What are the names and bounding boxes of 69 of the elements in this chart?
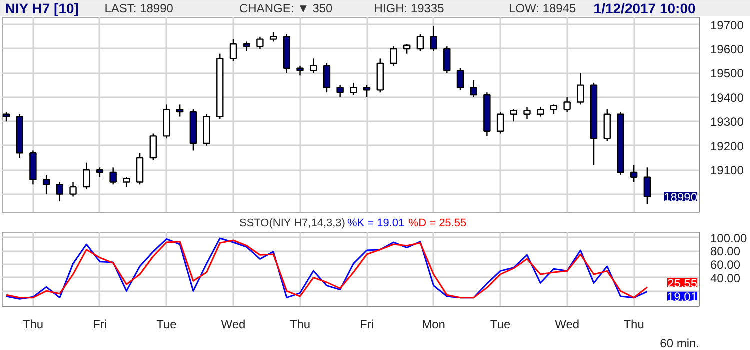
candlestick [510, 108, 518, 122]
candlestick [270, 31, 278, 42]
text: 19.01 [667, 290, 698, 304]
candlestick [42, 174, 50, 195]
y-tick-label: 19100 [710, 164, 744, 178]
text: HIGH: 19335 [374, 2, 445, 16]
candlestick [323, 62, 331, 94]
chart-title: SSTO(NIY H7,14,3,3) [239, 218, 346, 230]
x-tick-label: Tue [156, 318, 178, 332]
y-tick-label: 19200 [710, 139, 744, 154]
x-tick-label: Thu [290, 318, 311, 332]
candlestick [310, 58, 318, 74]
text: LOW: 18945 [508, 2, 576, 16]
candlestick [70, 182, 77, 198]
candlestick [363, 84, 371, 98]
x-tick-label: Thu [22, 318, 44, 332]
candlestick [644, 167, 652, 205]
text: CHANGE: ▼ 350 [239, 2, 334, 16]
candlestick [537, 106, 544, 118]
candlestick [496, 111, 504, 134]
text: 1/12/2017 10:00 [594, 0, 696, 16]
candlestick [336, 84, 344, 98]
x-tick-label: Fri [92, 318, 107, 332]
candlestick [96, 167, 104, 178]
candlestick [110, 167, 117, 186]
candlestick [577, 72, 584, 106]
x-tick-label: Thu [624, 318, 644, 332]
candlestick [296, 65, 304, 76]
text: 60 min. [660, 336, 700, 350]
y-tick-label: 100.00 [710, 231, 748, 246]
candlestick [2, 111, 10, 122]
x-tick-label: Mon [422, 318, 446, 332]
candlestick [176, 104, 184, 118]
candlestick [524, 106, 531, 120]
y-tick-label: 19600 [710, 42, 744, 56]
y-tick-label: 40.00 [710, 271, 741, 286]
text: LAST: 18990 [104, 2, 174, 16]
x-tick-label: Wed [221, 318, 246, 332]
candlestick [243, 41, 250, 52]
candlestick [350, 82, 358, 96]
candlestick [56, 182, 64, 202]
candlestick [256, 36, 264, 50]
series-label: %D = 25.55 [408, 218, 467, 230]
candlestick [630, 164, 638, 183]
candlestick [230, 38, 238, 62]
candlestick [403, 44, 411, 54]
candlestick [390, 46, 398, 67]
y-tick-label: 19400 [710, 90, 744, 105]
series-label: %K = 19.01 [347, 218, 405, 230]
candlestick [550, 104, 558, 115]
candlestick [456, 68, 464, 91]
x-tick-label: Fri [360, 318, 374, 332]
candlestick [416, 34, 424, 52]
candlestick [564, 96, 571, 113]
y-tick-label: 80.00 [710, 244, 741, 259]
text: 25.55 [667, 276, 698, 290]
y-tick-label: 19700 [710, 18, 744, 32]
text: 18990 [664, 190, 698, 204]
candlestick [444, 46, 451, 74]
x-tick-label: Tue [490, 318, 511, 332]
candlestick [83, 162, 90, 190]
y-tick-label: 60.00 [710, 258, 741, 272]
candlestick [470, 80, 478, 98]
y-tick-label: 19500 [710, 66, 744, 81]
y-tick-label: 19300 [710, 115, 744, 130]
candlestick [150, 133, 157, 162]
candlestick [123, 176, 130, 188]
candlestick [430, 25, 438, 52]
x-tick-label: Wed [555, 318, 580, 332]
